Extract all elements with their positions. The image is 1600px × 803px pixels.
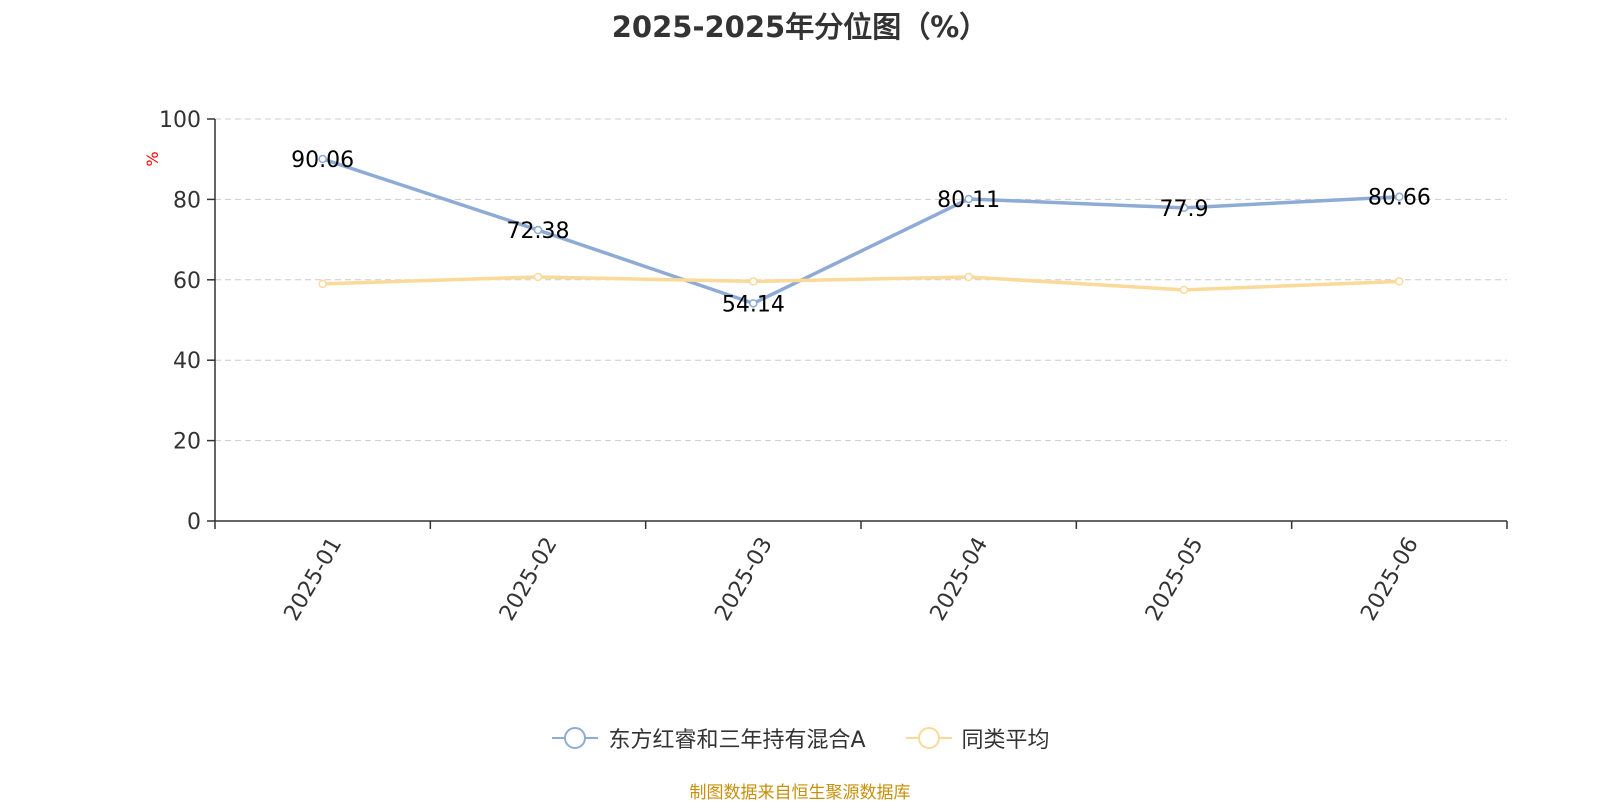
data-point — [1179, 203, 1189, 213]
legend-label-average: 同类平均 — [961, 728, 1050, 753]
chart-title: 2025-2025年分位图（%） — [611, 10, 989, 44]
x-tick-label: 2025-01 — [280, 533, 348, 625]
data-label: 80.66 — [1368, 186, 1431, 211]
y-tick-label: 20 — [173, 430, 201, 455]
legend-line-circle-icon — [905, 727, 952, 749]
data-labels: 90.06 72.38 54.14 80.11 77.9 80.66 — [291, 148, 1431, 317]
y-tick-label: 80 — [173, 188, 201, 213]
legend-label-fund: 东方红睿和三年持有混合A — [608, 728, 866, 753]
data-label: 90.06 — [291, 148, 354, 173]
y-axis-label: % — [143, 151, 162, 166]
data-label: 80.11 — [937, 188, 1000, 213]
y-tick-label: 100 — [159, 108, 201, 133]
x-tick-label: 2025-05 — [1141, 533, 1209, 625]
legend-item-fund[interactable]: 东方红睿和三年持有混合A — [550, 722, 866, 754]
data-point — [318, 154, 327, 164]
data-point — [1395, 192, 1404, 201]
data-point — [1395, 277, 1404, 286]
data-label: 72.38 — [507, 219, 570, 244]
x-tick-label: 2025-04 — [926, 533, 994, 625]
x-tick-label: 2025-02 — [495, 533, 563, 625]
data-point — [1179, 285, 1189, 295]
legend: 东方红睿和三年持有混合A 同类平均 — [0, 722, 1600, 754]
data-point — [964, 194, 973, 204]
data-point — [533, 272, 543, 282]
data-point — [749, 299, 758, 308]
x-tick-label: 2025-06 — [1356, 533, 1424, 625]
data-point — [964, 272, 973, 282]
x-tick-label: 2025-03 — [710, 533, 778, 625]
series-line-1 — [322, 275, 1400, 292]
series-line-0 — [322, 157, 1400, 306]
legend-line-circle-icon — [552, 727, 599, 749]
data-label: 54.14 — [722, 292, 785, 317]
legend-item-average[interactable]: 同类平均 — [904, 722, 1050, 754]
data-point — [533, 225, 543, 235]
y-tick-label: 40 — [173, 349, 201, 374]
axes: 0 20 40 60 80 100% 2025-01 2025-02 2025-03 2025-0… — [143, 108, 1508, 625]
data-point — [749, 277, 758, 286]
data-point — [318, 279, 327, 289]
y-tick-label: 0 — [187, 510, 201, 535]
y-tick-label: 60 — [173, 269, 201, 294]
source-note: 制图数据来自恒生聚源数据库 — [689, 783, 911, 803]
data-label: 77.9 — [1160, 197, 1209, 222]
series-layer — [318, 154, 1404, 308]
